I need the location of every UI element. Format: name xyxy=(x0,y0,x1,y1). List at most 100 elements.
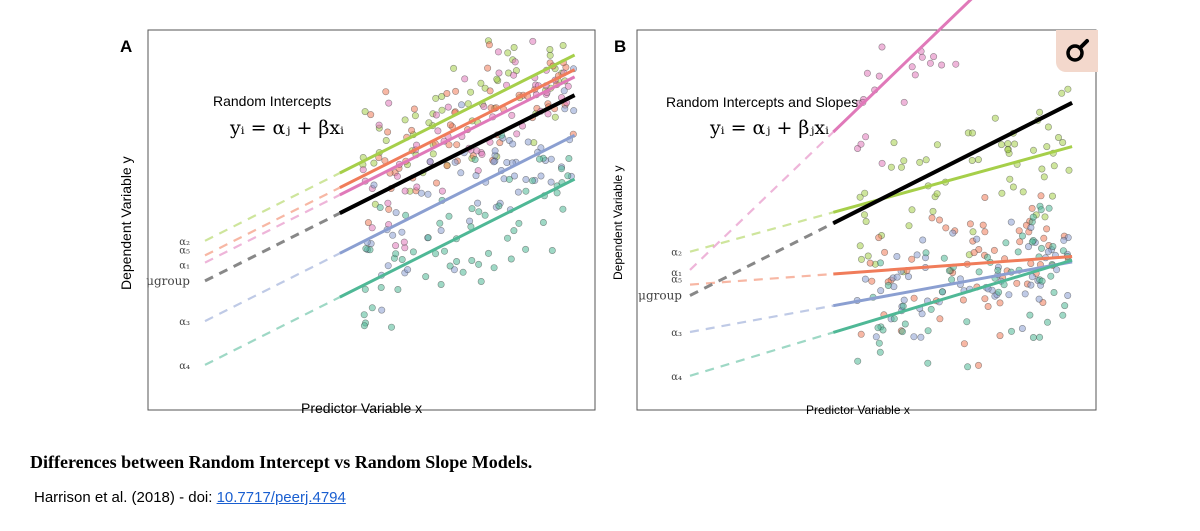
data-point- xyxy=(493,75,501,83)
data-point- xyxy=(510,43,518,51)
data-point- xyxy=(402,211,410,219)
data-point- xyxy=(505,175,513,183)
data-point- xyxy=(451,158,459,166)
data-point- xyxy=(862,133,870,141)
data-point- xyxy=(438,106,446,114)
data-point- xyxy=(503,234,511,242)
data-point- xyxy=(561,105,569,113)
data-point- xyxy=(981,295,989,303)
data-point- xyxy=(529,37,537,45)
data-point- xyxy=(857,140,865,148)
data-point- xyxy=(1025,243,1033,251)
data-point- xyxy=(1060,236,1068,244)
data-point- xyxy=(927,305,935,313)
citation: Harrison et al. (2018) - doi: 10.7717/pe… xyxy=(34,489,346,506)
dashed-line- xyxy=(689,131,835,271)
data-point- xyxy=(1050,162,1058,170)
data-point- xyxy=(1058,89,1066,97)
data-point- xyxy=(1044,318,1052,326)
data-point- xyxy=(1037,206,1045,214)
data-point- xyxy=(1007,218,1015,226)
data-point- xyxy=(468,256,476,264)
data-point- xyxy=(935,216,943,224)
data-point- xyxy=(1011,140,1019,148)
data-point- xyxy=(376,204,384,212)
panel-a-ylabel: Dependent Variable y xyxy=(118,156,134,290)
data-point- xyxy=(368,304,376,312)
data-point- xyxy=(1013,279,1021,287)
data-point- xyxy=(1027,259,1035,267)
intercept-label: α₄ xyxy=(179,361,190,372)
data-point- xyxy=(1002,239,1010,247)
data-point- xyxy=(1065,166,1073,174)
data-point- xyxy=(974,156,982,164)
data-point- xyxy=(857,330,865,338)
data-point- xyxy=(945,267,953,275)
data-point- xyxy=(933,141,941,149)
data-point- xyxy=(984,302,992,310)
data-point- xyxy=(452,87,460,95)
data-point- xyxy=(1059,139,1067,147)
fit-line- xyxy=(832,258,1073,334)
data-point- xyxy=(1043,143,1051,151)
intercept-label: α₃ xyxy=(671,328,682,339)
data-point- xyxy=(408,126,416,134)
fit-line-group xyxy=(832,101,1074,225)
data-point- xyxy=(437,280,445,288)
data-point- xyxy=(1059,311,1067,319)
data-point- xyxy=(432,179,440,187)
data-point- xyxy=(570,107,578,115)
panel-a-letter: A xyxy=(120,37,132,56)
data-point- xyxy=(1043,225,1051,233)
data-point- xyxy=(546,51,554,59)
panel-a-equation: yᵢ = αⱼ + βxᵢ xyxy=(229,117,344,139)
data-point- xyxy=(918,53,926,61)
data-point- xyxy=(478,150,486,158)
data-point- xyxy=(856,242,864,250)
data-point- xyxy=(1004,140,1012,148)
data-point- xyxy=(1044,123,1052,131)
data-point- xyxy=(900,157,908,165)
data-point- xyxy=(564,82,572,90)
figure: A Random Intercepts yᵢ = αⱼ + βxᵢ Predic… xyxy=(118,0,1097,417)
data-point- xyxy=(443,90,451,98)
data-point- xyxy=(942,224,950,232)
data-point- xyxy=(385,99,393,107)
data-point- xyxy=(1028,238,1036,246)
data-point- xyxy=(1045,204,1053,212)
data-point- xyxy=(411,112,419,120)
data-point- xyxy=(401,187,409,195)
data-point- xyxy=(900,296,908,304)
data-point- xyxy=(991,114,999,122)
data-point- xyxy=(964,363,972,371)
doi-link[interactable]: 10.7717/peerj.4794 xyxy=(216,489,346,506)
data-point- xyxy=(1038,165,1046,173)
data-point- xyxy=(938,61,946,69)
dashed-line- xyxy=(689,304,834,334)
data-point- xyxy=(384,262,392,270)
data-point- xyxy=(392,209,400,217)
data-point- xyxy=(960,340,968,348)
panel-b: B Random Intercepts and Slopes yᵢ = αⱼ +… xyxy=(611,0,1097,417)
zoom-button[interactable] xyxy=(1056,30,1098,72)
data-point- xyxy=(510,227,518,235)
data-point- xyxy=(1040,234,1048,242)
intercept-label: α₂ xyxy=(671,248,682,259)
panel-b-letter: B xyxy=(614,37,626,56)
data-point- xyxy=(1061,302,1069,310)
data-point- xyxy=(1064,291,1072,299)
data-point- xyxy=(370,181,378,189)
data-point- xyxy=(862,218,870,226)
data-point- xyxy=(364,219,372,227)
data-point- xyxy=(468,205,476,213)
data-point- xyxy=(1050,288,1058,296)
data-point- xyxy=(968,157,976,165)
data-point- xyxy=(913,251,921,259)
data-point- xyxy=(539,219,547,227)
data-point- xyxy=(422,273,430,281)
data-point- xyxy=(996,332,1004,340)
data-point- xyxy=(969,228,977,236)
data-point- xyxy=(491,147,499,155)
data-point- xyxy=(392,242,400,250)
data-point- xyxy=(901,320,909,328)
